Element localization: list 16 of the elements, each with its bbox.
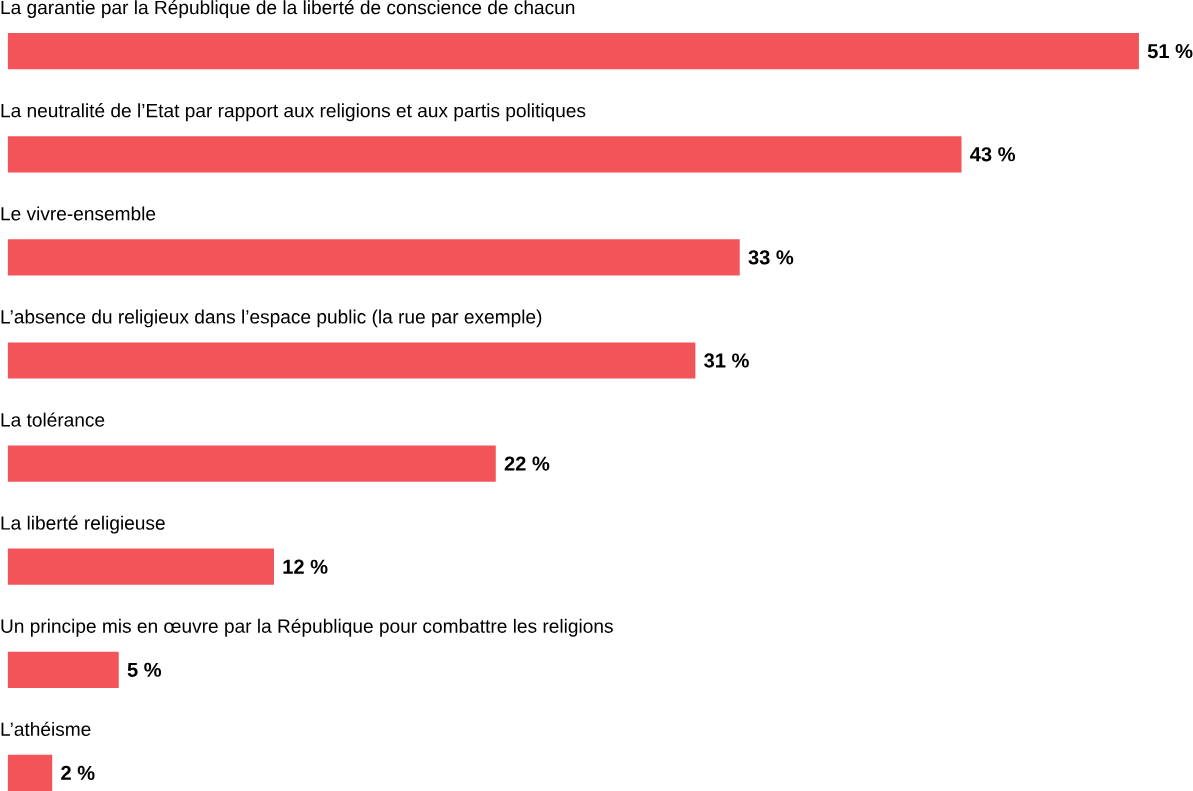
y-tick-label: L’absence du religieux dans l’espace public (la rue par exemple): [1, 309, 542, 328]
data-label: 51 %: [1147, 44, 1193, 59]
y-tick-label: La tolérance: [1, 412, 105, 427]
y-tick-label: Le vivre-ensemble: [1, 206, 156, 221]
data-label: 2 %: [61, 765, 95, 781]
data-label: 5 %: [127, 662, 162, 677]
data-label: 31 %: [704, 353, 749, 368]
data-label: 12 %: [283, 559, 328, 574]
y-tick-label: La liberté religieuse: [1, 515, 165, 534]
data-label: 22 %: [504, 456, 550, 471]
y-tick-label: L’athéisme: [1, 721, 91, 736]
data-label: 43 %: [970, 147, 1016, 162]
y-tick-label: La garantie par la République de la liberté de conscience de chacun: [1, 0, 575, 19]
y-tick-label: La neutralité de l’Etat par rapport aux religions et aux partis politiques: [1, 103, 586, 122]
y-tick-label: Un principe mis en œuvre par la République pour combattre les religions: [1, 618, 613, 637]
data-label: 33 %: [748, 250, 794, 265]
